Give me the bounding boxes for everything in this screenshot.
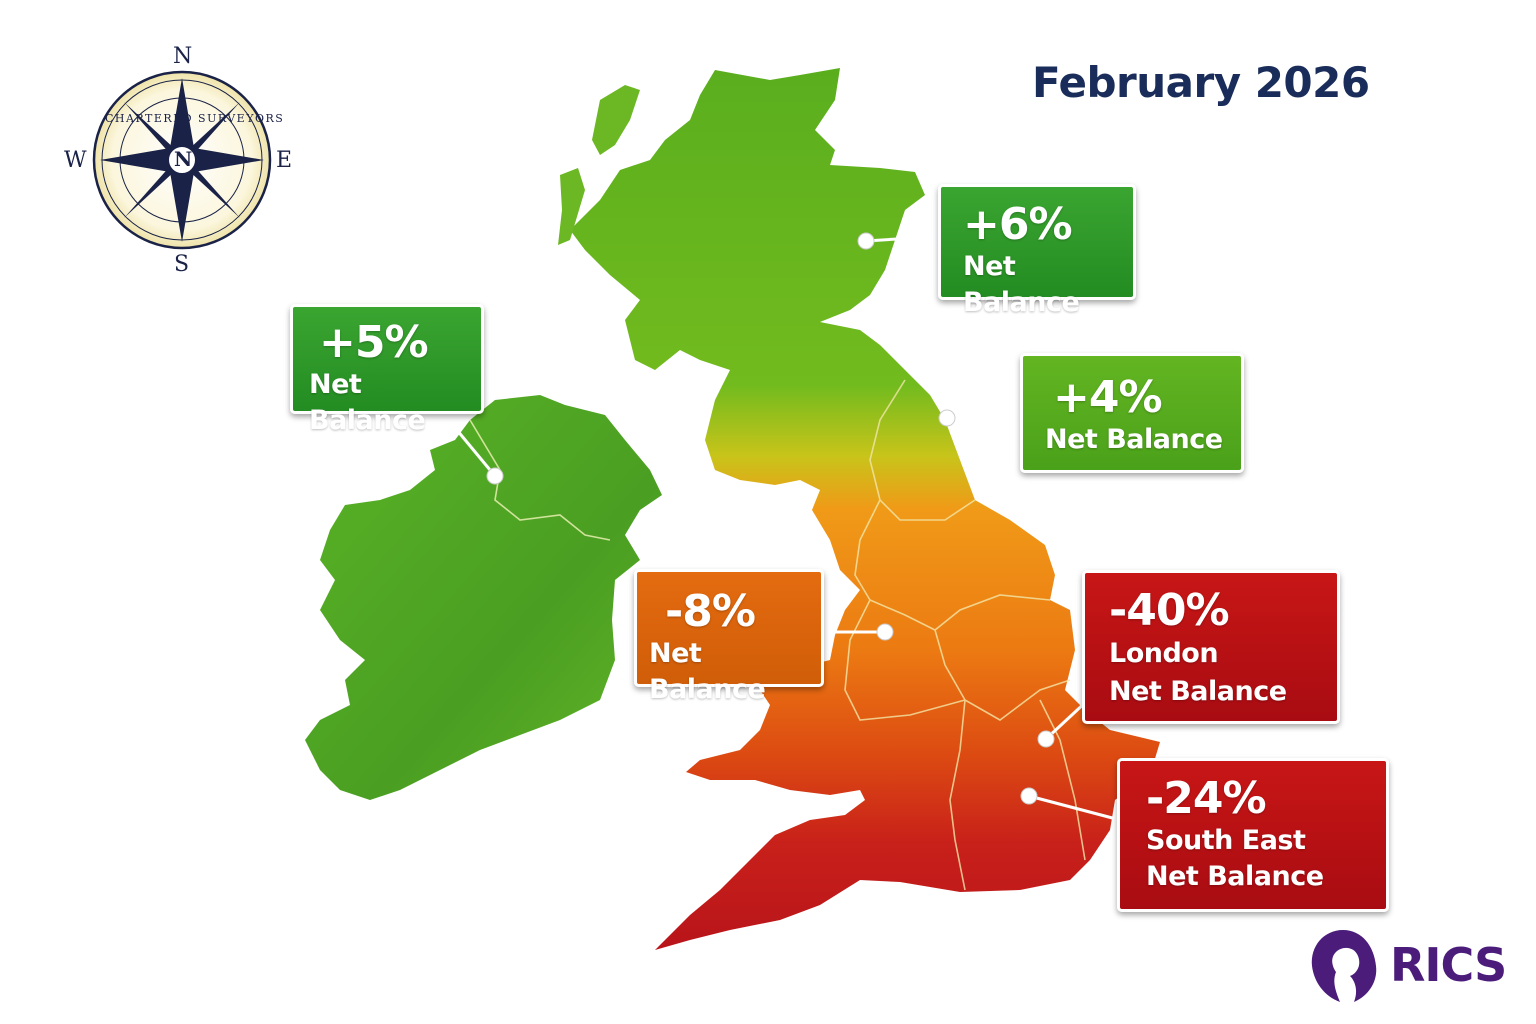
page-title: February 2026: [1032, 58, 1370, 107]
region-borders: [844, 379, 1086, 891]
london-value: -40%: [1109, 585, 1230, 636]
rics-logo-text: RICS: [1390, 938, 1507, 992]
scotland-value: +6%: [963, 199, 1073, 250]
ireland-value: +5%: [319, 317, 429, 368]
midlands-callout: -8% Net Balance: [634, 569, 824, 705]
leader-dots: [486, 232, 1055, 805]
south-east-label-line2: Net Balance: [1146, 861, 1324, 892]
compass-rose: [92, 70, 272, 250]
compass-east-label: E: [276, 148, 293, 173]
lion-head-icon: [1311, 930, 1377, 1002]
scotland-callout: +6% Net Balance: [938, 184, 1136, 318]
midlands-label: Net Balance: [649, 638, 766, 705]
south-east-callout: -24% South East Net Balance: [1117, 758, 1389, 912]
south-east-value: -24%: [1146, 773, 1267, 824]
compass-ring-text: CHARTERED SURVEYORS: [105, 112, 285, 125]
north-east-value: +4%: [1053, 372, 1163, 423]
compass-west-label: W: [64, 148, 87, 173]
ireland-label: Net Balance: [309, 369, 426, 436]
leader-lines: [440, 234, 1121, 822]
ireland-callout: +5% Net Balance: [290, 304, 484, 436]
midlands-value: -8%: [665, 586, 756, 637]
compass-north-label: N: [173, 44, 193, 69]
outer-hebrides: [558, 85, 640, 245]
compass-south-label: S: [174, 252, 190, 277]
compass-center-label: N: [174, 147, 193, 171]
south-east-label-line1: South East: [1146, 825, 1306, 856]
north-east-label: Net Balance: [1045, 424, 1223, 455]
scotland-label: Net Balance: [963, 251, 1080, 318]
north-east-callout: +4% Net Balance: [1020, 353, 1244, 473]
london-label-line2: Net Balance: [1109, 676, 1287, 707]
great-britain-landmass: [570, 68, 1160, 950]
ireland-landmass: [305, 395, 662, 800]
london-label-line1: London: [1109, 638, 1219, 669]
london-callout: -40% London Net Balance: [1082, 570, 1340, 724]
